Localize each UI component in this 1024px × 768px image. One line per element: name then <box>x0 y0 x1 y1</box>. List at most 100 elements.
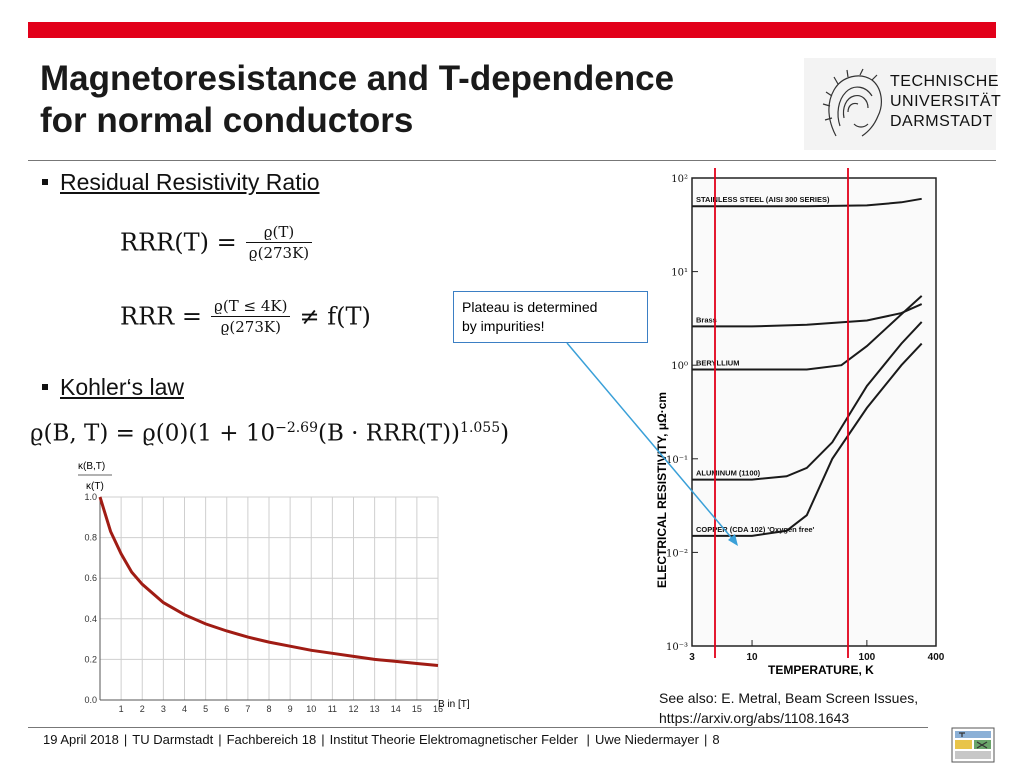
title-line-1: Magnetoresistance and T-dependence <box>40 59 675 98</box>
kohler-xtick-label: 5 <box>203 704 208 714</box>
equation-rrr-low-t: RRR = ϱ(T ≤ 4K) ϱ(273K) ≠ f(T) <box>120 296 371 337</box>
resistivity-series-label: COPPER (CDA 102) 'Oxygen free' <box>696 525 815 534</box>
resistivity-series-label: Brass <box>696 315 717 324</box>
bullet-kohler-label: Kohler‘s law <box>60 374 184 400</box>
kohler-curve <box>98 496 439 667</box>
resistivity-series-label: STAINLESS STEEL (AISI 300 SERIES) <box>696 195 830 204</box>
resistivity-series-line <box>692 321 923 481</box>
resistivity-ytick-label: 10⁻¹ <box>666 455 688 466</box>
footer-page-number: 8 <box>712 732 720 747</box>
see-also-note: See also: E. Metral, Beam Screen Issues,… <box>659 688 918 728</box>
resistivity-ytick-label: 10⁰ <box>671 361 688 372</box>
eq2-lhs: RRR = <box>120 302 202 331</box>
kohler-xtick-label: 16 <box>433 704 443 714</box>
eq3-end: ) <box>500 420 510 447</box>
resistivity-ytick-label: 10⁻² <box>666 548 688 559</box>
kohler-xtick-label: 3 <box>161 704 166 714</box>
eq1-lhs: RRR(T) = <box>120 228 237 257</box>
eq3-main: ϱ(B, T) = ϱ(0)(1 + 10 <box>30 420 276 447</box>
see-also-link[interactable]: https://arxiv.org/abs/1108.1643 <box>659 710 850 726</box>
resistivity-xtick-label: 3 <box>689 652 695 663</box>
callout-line-1: Plateau is determined <box>462 299 598 315</box>
resistivity-series-line <box>692 342 923 537</box>
header-accent-bar <box>28 22 996 38</box>
resistivity-ylabel: ELECTRICAL RESISTIVITY, μΩ·cm <box>655 392 669 588</box>
resistivity-ytick-label: 10¹ <box>671 268 688 279</box>
resistivity-xtick-label: 100 <box>859 652 876 663</box>
kohler-xtick-label: 7 <box>245 704 250 714</box>
kohler-xtick-label: 4 <box>182 704 187 714</box>
kohler-ylabel-top: κ(B,T) <box>78 461 105 472</box>
bullet-marker <box>42 383 48 390</box>
kohler-xtick-label: 6 <box>224 704 229 714</box>
eq1-numerator: ϱ(T) <box>245 222 313 243</box>
tu-darmstadt-logo: TECHNISCHE UNIVERSITÄT DARMSTADT <box>804 58 1001 150</box>
temf-logo-icon <box>951 727 995 763</box>
title-line-2: for normal conductors <box>40 101 414 140</box>
resistivity-series <box>692 197 923 537</box>
kohler-xtick-label: 13 <box>370 704 380 714</box>
resistivity-xtick-label: 400 <box>928 652 945 663</box>
footer-date: 19 April 2018 <box>43 732 119 747</box>
footer-dept: Fachbereich 18 <box>226 732 317 747</box>
kohler-xtick-label: 9 <box>288 704 293 714</box>
kohler-ytick-label: 0.6 <box>84 573 97 583</box>
equation-kohler: ϱ(B, T) = ϱ(0)(1 + 10−2.69(B · RRR(T))1.… <box>30 420 509 447</box>
kohler-ytick-label: 0.2 <box>84 654 97 664</box>
callout-line-2: by impurities! <box>462 318 545 334</box>
eq2-rhs: ≠ f(T) <box>299 302 371 331</box>
footer-org: TU Darmstadt <box>132 732 214 747</box>
kohler-ytick-label: 1.0 <box>84 492 97 502</box>
kohler-xtick-label: 10 <box>306 704 316 714</box>
resistivity-xlabel: TEMPERATURE, K <box>768 663 874 677</box>
see-also-line-1: See also: E. Metral, Beam Screen Issues, <box>659 690 919 706</box>
kohler-xtick-label: 14 <box>391 704 401 714</box>
kohler-xtick-label: 11 <box>328 704 337 714</box>
equation-rrr-t: RRR(T) = ϱ(T) ϱ(273K) <box>120 222 316 263</box>
plateau-callout: Plateau is determined by impurities! <box>453 291 648 343</box>
logo-line-3: DARMSTADT <box>890 113 993 130</box>
bullet-kohler: Kohler‘s law <box>42 374 184 401</box>
kohler-chart: 1 2 3 4 5 6 7 8 9 10 11 12 13 14 15 160.00.20.40.60.81.… <box>78 461 470 714</box>
eq1-denominator: ϱ(273K) <box>248 244 310 262</box>
eq3-exponent: −2.69 <box>275 420 318 436</box>
footer-divider <box>28 727 928 728</box>
eq2-denominator: ϱ(273K) <box>220 318 281 336</box>
kohler-xlabel: B in [T] <box>438 699 470 710</box>
resistivity-ytick-label: 10⁻³ <box>666 642 688 653</box>
kohler-xtick-label: 8 <box>266 704 271 714</box>
eq2-numerator: ϱ(T ≤ 4K) <box>211 296 291 317</box>
resistivity-series-label: ALUMINUM (1100) <box>696 469 761 478</box>
resistivity-ytick-label: 10² <box>671 174 688 185</box>
kohler-ytick-label: 0.0 <box>84 695 97 705</box>
kohler-chart-ticks: 1 2 3 4 5 6 7 8 9 10 11 12 13 14 15 160.00.20.40.60.81.… <box>84 492 443 714</box>
eq3-exponent-2: 1.055 <box>460 420 501 436</box>
kohler-xtick-label: 15 <box>412 704 422 714</box>
kohler-ytick-label: 0.8 <box>84 533 97 543</box>
header-divider <box>28 160 996 161</box>
resistivity-series-label: BERYLLIUM <box>696 358 739 367</box>
bullet-rrr: Residual Resistivity Ratio <box>42 169 319 196</box>
bullet-marker <box>42 178 48 185</box>
logo-line-2: UNIVERSITÄT <box>890 93 1002 110</box>
resistivity-chart: STAINLESS STEEL (AISI 300 SERIES) Brass BE… <box>655 168 945 677</box>
eq3-mid: (B · RRR(T)) <box>318 420 461 447</box>
bullet-rrr-label: Residual Resistivity Ratio <box>60 169 320 195</box>
footer-institute: Institut Theorie Elektromagnetischer Fel… <box>329 732 578 747</box>
athena-head-icon <box>822 68 882 137</box>
resistivity-series-line <box>692 295 923 371</box>
kohler-ylabel-bottom: κ(T) <box>86 481 104 492</box>
kohler-xtick-label: 12 <box>348 704 358 714</box>
eq1-fraction: ϱ(T) ϱ(273K) <box>245 222 313 263</box>
eq2-fraction: ϱ(T ≤ 4K) ϱ(273K) <box>211 296 291 337</box>
resistivity-xtick-label: 10 <box>746 652 758 663</box>
footer-author: Uwe Niedermayer <box>594 732 699 747</box>
logo-line-1: TECHNISCHE <box>890 73 1000 90</box>
resistivity-plot-frame <box>691 177 937 647</box>
resistivity-series-line <box>692 197 922 208</box>
page-title: Magnetoresistance and T-dependence for n… <box>40 58 800 142</box>
kohler-chart-axes <box>99 497 438 701</box>
logo-wordmark: TECHNISCHE UNIVERSITÄT DARMSTADT <box>890 72 1001 132</box>
kohler-ytick-label: 0.4 <box>84 614 97 624</box>
footer: 19 April 2018 | TU Darmstadt | Fachbereich 1… <box>43 732 720 747</box>
